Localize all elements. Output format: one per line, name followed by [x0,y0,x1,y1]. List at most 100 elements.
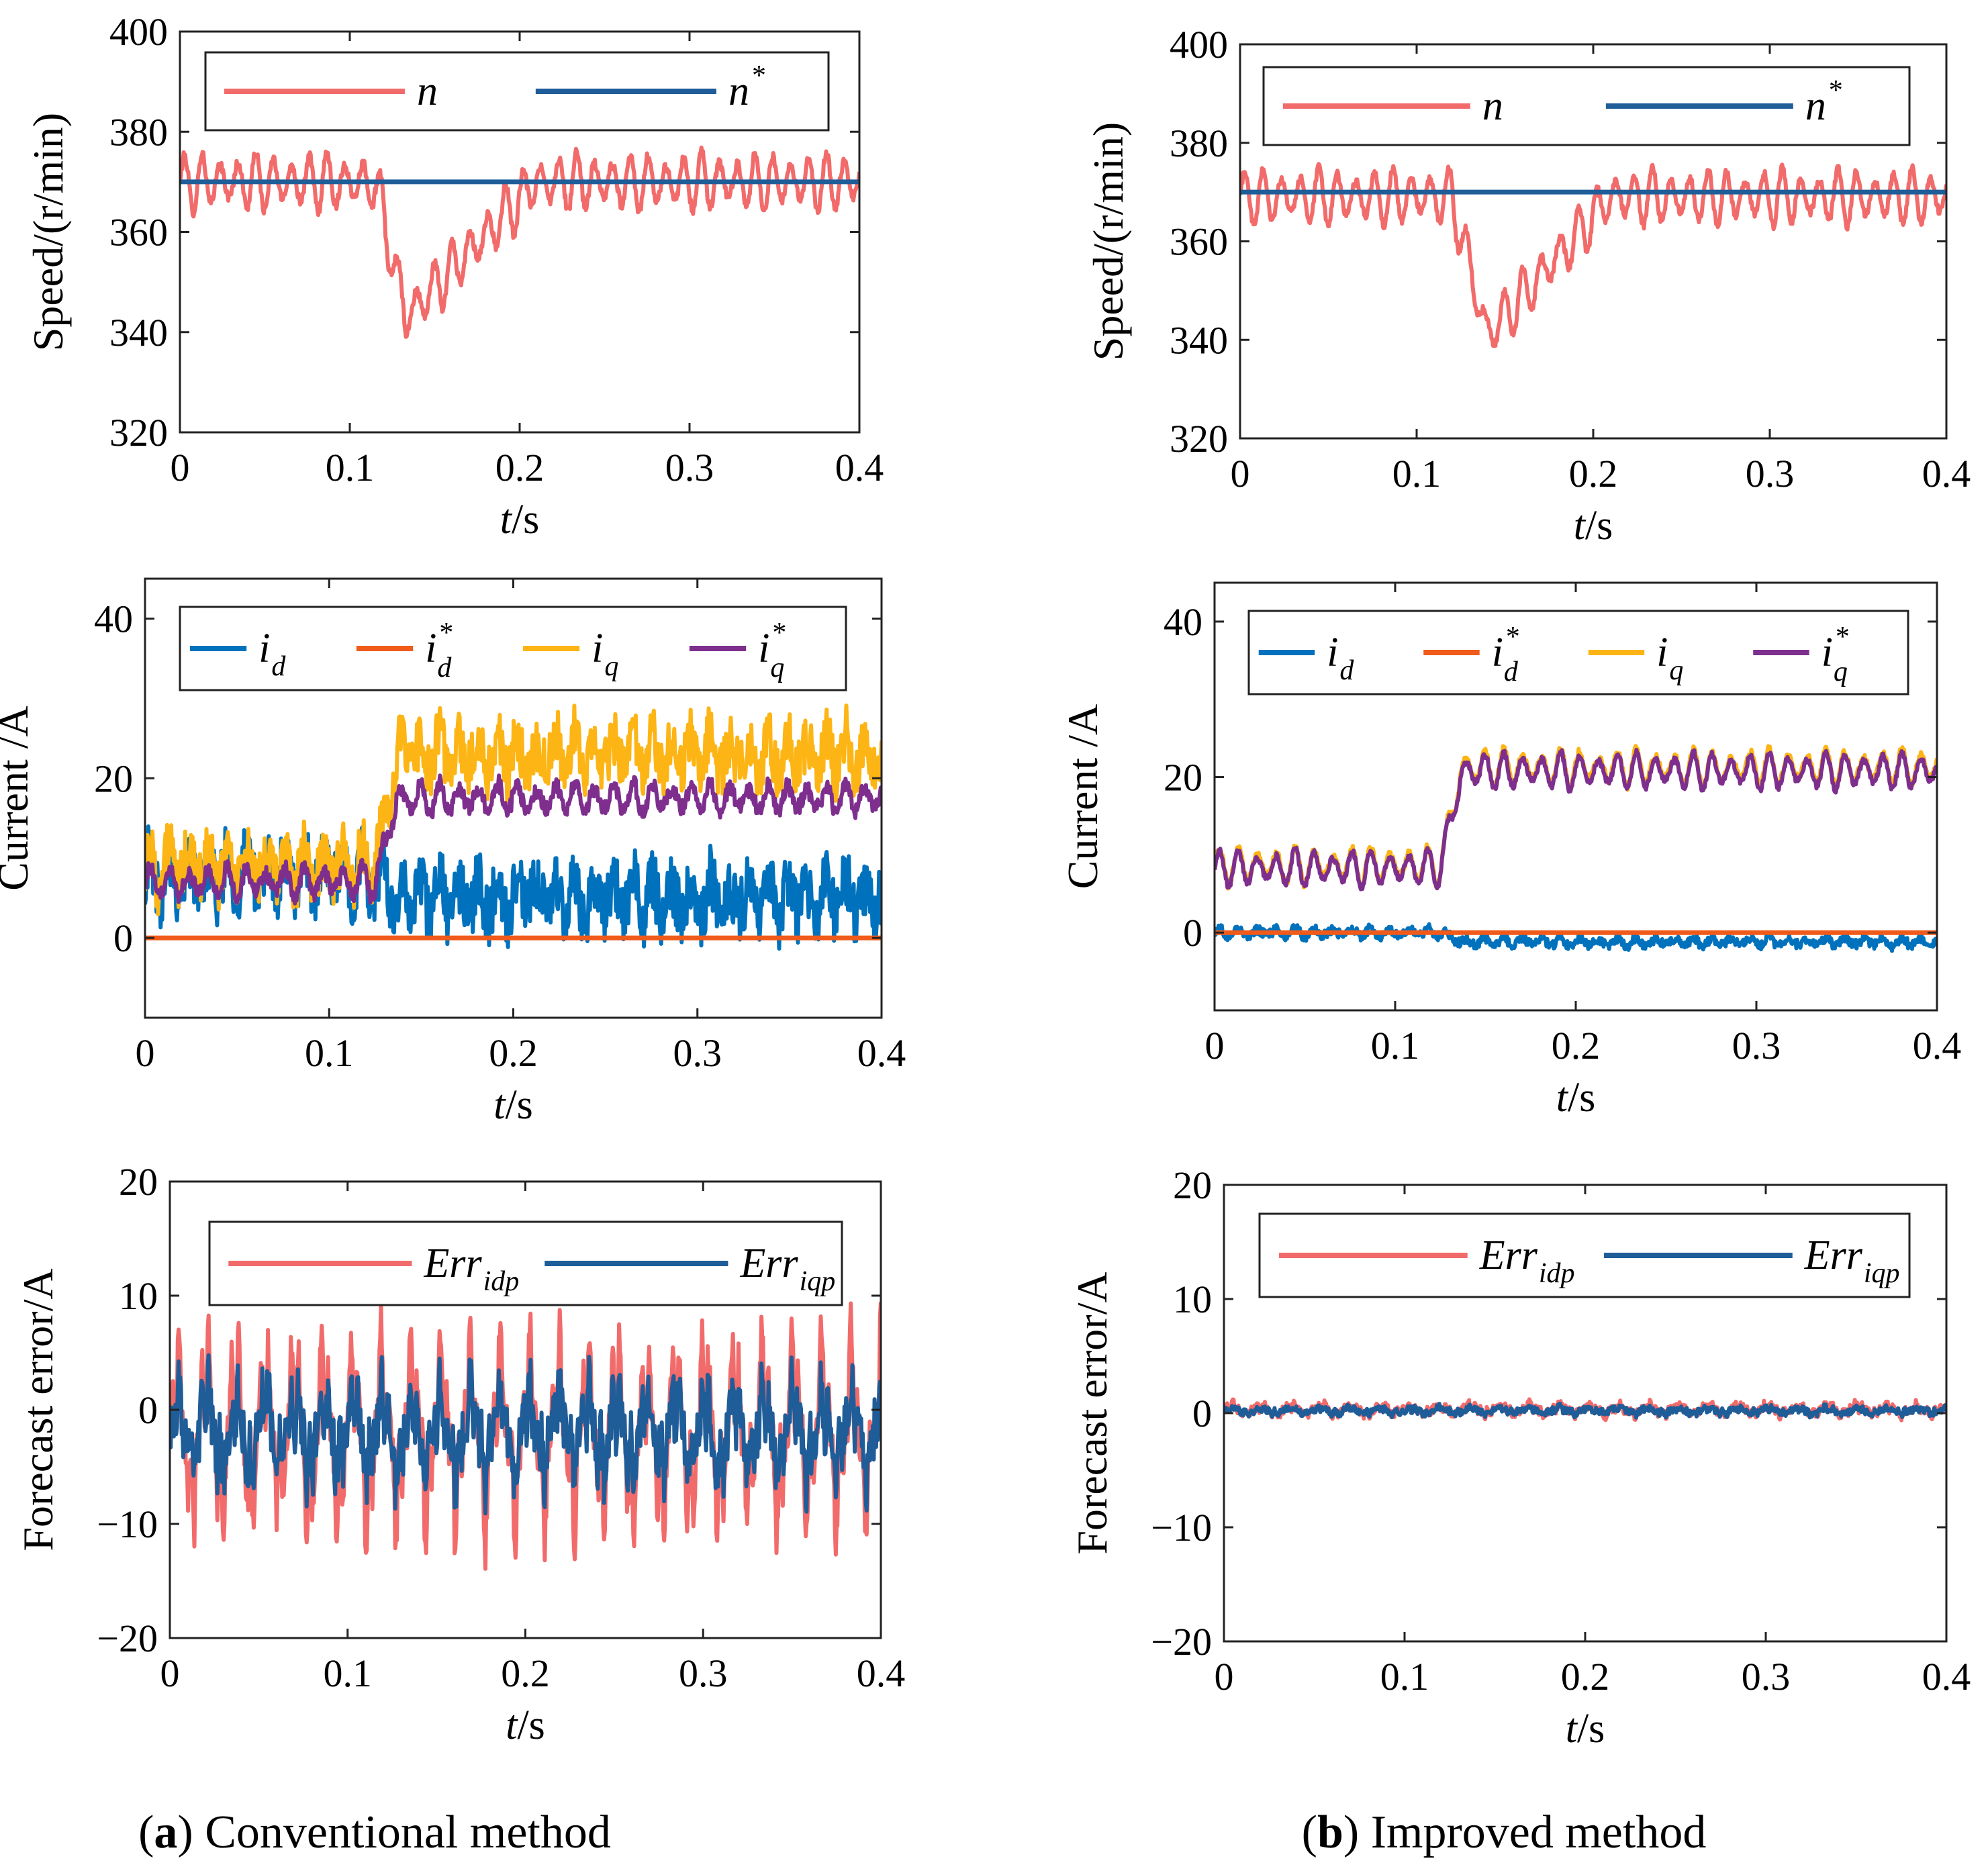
legend-entry: iq [1656,630,1683,686]
legend: id i* d iq i* q [179,606,847,691]
series-line-istarq [1215,748,1937,892]
series-line-erriqp [170,1353,881,1516]
x-tick-label: 0.3 [1732,1024,1781,1067]
series-line-id [1215,922,1937,953]
y-tick-label: 400 [109,10,168,54]
legend: Erridp Erriqp [1258,1212,1911,1298]
x-tick-label: 0 [160,1651,180,1695]
y-tick-label: 360 [1170,220,1228,264]
x-tick-label: 0.2 [501,1651,550,1695]
series-group [1240,162,1946,348]
series-line-n [1240,162,1946,348]
x-tick-label: 0.2 [1569,452,1618,495]
x-tick-label: 0.3 [1746,452,1795,495]
series-line-erriqp [1224,1401,1946,1420]
x-tick-label: 0.4 [1922,452,1971,495]
x-tick-label: 0 [171,446,190,489]
y-tick-label: 20 [94,757,133,800]
x-tick-label: 0.1 [1371,1024,1420,1067]
legend-entry: n* [1805,75,1842,129]
y-tick-label: 40 [1164,600,1202,644]
y-tick-label: 0 [1192,1392,1212,1435]
x-tick-label: 0.3 [665,446,714,489]
x-tick-label: 0.4 [835,446,884,489]
y-tick-label: 0 [113,916,133,960]
x-axis-label: t/s [1574,503,1613,548]
y-tick-label: −10 [1151,1506,1212,1549]
chart-speed-conventional: 0 0.1 0.2 0.3 0.4 320 340 360 380 400 t/s Speed/(r/… [24,10,884,542]
legend: id i* d iq i* q [1247,610,1909,695]
x-axis-label: t/s [493,1082,533,1128]
legend-entry: n [417,68,438,114]
legend-entry: id [258,626,286,682]
series-group [1224,1397,1946,1423]
x-axis-label: t/s [506,1702,545,1748]
y-tick-label: −20 [97,1617,158,1660]
x-tick-label: 0.1 [1380,1655,1429,1698]
x-axis-label: t/s [500,497,540,542]
y-axis-label: Forecast error/A [1068,1271,1116,1554]
legend-entry: n [1482,83,1503,129]
y-tick-label: 0 [138,1388,158,1432]
y-tick-label: 10 [119,1274,158,1318]
y-axis-label: Current /A [0,706,37,891]
x-tick-label: 0.3 [679,1651,728,1695]
y-axis-label: Speed/(r/min) [1084,122,1132,361]
y-tick-label: 360 [109,211,168,254]
series-group [145,703,882,951]
legend: Erridp Erriqp [208,1220,843,1306]
x-tick-label: 0.2 [495,446,545,489]
caption-b: (b) Improved method [1302,1807,1707,1858]
x-tick-label: 0.1 [324,1651,373,1695]
y-tick-label: 400 [1170,23,1228,66]
x-tick-label: 0 [136,1031,155,1075]
x-axis-label: t/s [1566,1706,1605,1751]
chart-current-conventional: 0 0.1 0.2 0.3 0.4 0 20 40 t/s Current /A id i* d iq i*… [0,577,906,1128]
y-tick-label: 20 [119,1160,158,1204]
chart-panels: 0 0.1 0.2 0.3 0.4320340360380400t/sSpeed/(r/… [0,10,1971,1751]
legend-entry: iq [591,626,618,682]
chart-speed-improved: 0 0.1 0.2 0.3 0.4 320 340 360 380 400 t/s Speed/(r/… [1084,23,1971,548]
series-group [180,145,859,339]
x-tick-label: 0.4 [1922,1655,1971,1698]
y-tick-label: 380 [109,110,168,154]
legend-entry: n* [728,60,765,114]
x-tick-label: 0 [1205,1024,1225,1067]
y-tick-label: 0 [1183,911,1202,955]
legend-entry: i* d [1492,622,1519,687]
x-tick-label: 0.2 [1561,1655,1610,1698]
y-axis-label: Forecast error/A [14,1268,62,1551]
y-axis-label: Current /A [1059,704,1106,890]
legend: n n* [1262,66,1911,146]
x-tick-label: 0.1 [1392,452,1441,495]
y-tick-label: 20 [1173,1163,1212,1207]
x-tick-label: 0.1 [326,446,375,489]
legend-entry: Erridp [423,1241,519,1297]
chart-error-conventional: 0 0.1 0.2 0.3 0.4 −20 −10 0 10 20 t/s Forecast erro… [14,1160,905,1748]
y-tick-label: −10 [97,1502,158,1546]
x-tick-label: 0 [1231,452,1250,495]
y-tick-label: 10 [1173,1278,1212,1321]
x-axis-label: t/s [1556,1075,1596,1120]
x-tick-label: 0.2 [1552,1024,1601,1067]
series-group [1215,744,1937,953]
chart-current-improved: 0 0.1 0.2 0.3 0.4 0 20 40 t/s Current /A id i* d iq i*… [1059,581,1962,1120]
caption-a: (a) Conventional method [138,1807,611,1858]
y-tick-label: 320 [1170,417,1228,461]
chart-error-improved: 0 0.1 0.2 0.3 0.4 −20 −10 0 10 20 t/s Forecast erro… [1068,1163,1971,1751]
x-tick-label: 0.1 [305,1031,354,1075]
x-tick-label: 0.3 [1742,1655,1791,1698]
y-tick-label: 380 [1170,122,1228,165]
x-tick-label: 0.4 [1913,1024,1962,1067]
x-tick-label: 0.3 [673,1031,722,1075]
y-tick-label: 20 [1164,756,1202,800]
series-line-iq [145,703,882,916]
figure-captions: (a) Conventional method (b) Improved met… [138,1807,1706,1858]
legend-entry: Erriqp [739,1241,835,1297]
legend-entry: Erriqp [1804,1233,1900,1289]
y-tick-label: 40 [94,597,133,640]
legend-entry: i* q [1821,622,1848,687]
legend: n n* [204,51,830,132]
legend-entry: i* d [425,618,452,683]
